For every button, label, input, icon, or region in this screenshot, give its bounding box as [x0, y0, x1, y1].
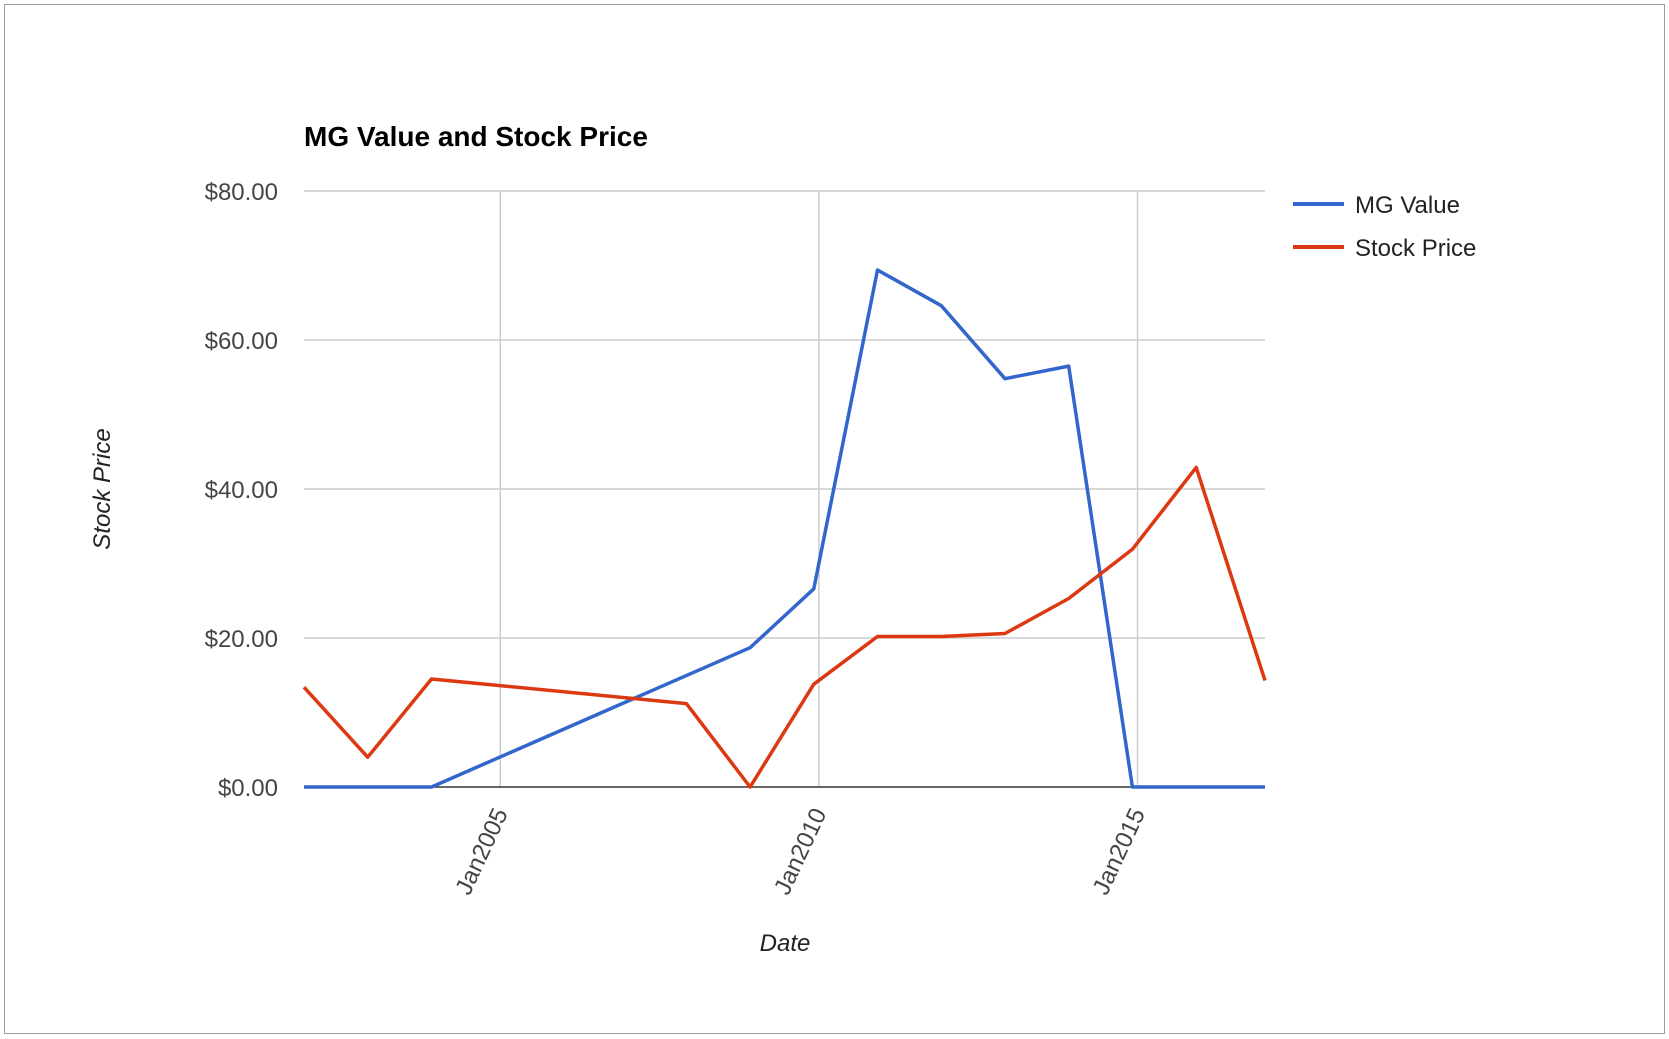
x-axis-title: Date: [760, 930, 811, 957]
legend-label-stock-price: Stock Price: [1355, 235, 1476, 262]
legend-label-mg-value: MG Value: [1355, 192, 1460, 219]
x-tick-label: Jan2010: [769, 804, 832, 899]
legend-item-mg-value[interactable]: MG Value: [1293, 192, 1460, 219]
chart-container[interactable]: $0.00 $20.00 $40.00 $60.00 $80.00 Jan2005 Jan2…: [4, 4, 1665, 1034]
y-tick-label: $40.00: [205, 477, 278, 504]
y-tick-label: $80.00: [205, 179, 278, 206]
y-tick-label: $20.00: [205, 626, 278, 653]
y-tick-label: $0.00: [218, 775, 278, 802]
y-tick-label: $60.00: [205, 328, 278, 355]
x-tick-label: Jan2005: [450, 804, 513, 899]
series-lines: [302, 268, 1267, 789]
y-axis-title: Stock Price: [89, 428, 116, 549]
series-line-mg-value[interactable]: [304, 268, 1265, 789]
tick-labels: $0.00 $20.00 $40.00 $60.00 $80.00 Jan2005 Jan2…: [205, 179, 1151, 899]
grid-lines: [304, 190, 1265, 787]
chart-title: MG Value and Stock Price: [304, 121, 648, 152]
series-line-stock-price[interactable]: [302, 465, 1267, 789]
legend-item-stock-price[interactable]: Stock Price: [1293, 235, 1476, 262]
legend[interactable]: MG Value Stock Price: [1293, 192, 1476, 262]
x-tick-label: Jan2015: [1088, 804, 1151, 899]
line-chart: $0.00 $20.00 $40.00 $60.00 $80.00 Jan2005 Jan2…: [89, 121, 1476, 957]
